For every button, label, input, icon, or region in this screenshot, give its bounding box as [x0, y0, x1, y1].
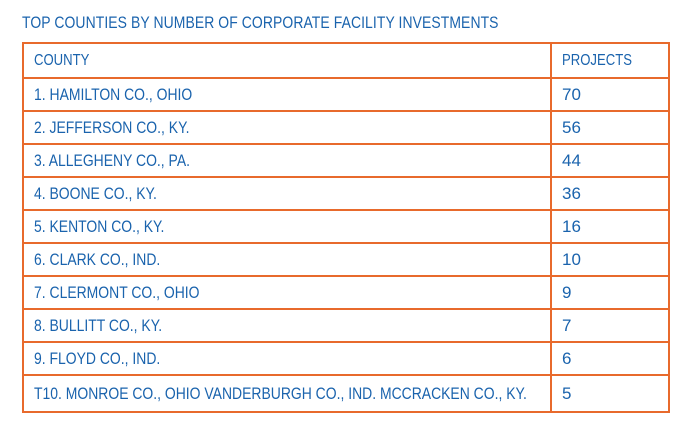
table-row: 1. HAMILTON CO., OHIO 70	[22, 77, 670, 112]
table-row: 6. CLARK CO., IND. 10	[22, 242, 670, 277]
table-row: 4. BOONE CO., KY. 36	[22, 176, 670, 211]
table-row: 5. KENTON CO., KY. 16	[22, 209, 670, 244]
projects-cell: 6	[550, 341, 670, 376]
county-cell: 9. FLOYD CO., IND.	[22, 341, 552, 376]
table-row: 8. BULLITT CO., KY. 7	[22, 308, 670, 343]
table-title: TOP COUNTIES BY NUMBER OF CORPORATE FACI…	[22, 13, 499, 32]
projects-cell: 7	[550, 308, 670, 343]
county-cell: 3. ALLEGHENY CO., PA.	[22, 143, 552, 178]
county-cell: 6. CLARK CO., IND.	[22, 242, 552, 277]
projects-cell: 10	[550, 242, 670, 277]
projects-cell: 36	[550, 176, 670, 211]
table-row: 2. JEFFERSON CO., KY. 56	[22, 110, 670, 145]
county-cell: 2. JEFFERSON CO., KY.	[22, 110, 552, 145]
table-header-row: COUNTY PROJECTS	[22, 42, 670, 79]
column-header-county: COUNTY	[22, 42, 552, 79]
column-header-projects: PROJECTS	[550, 42, 670, 79]
table-row: T10. MONROE CO., OHIO VANDERBURGH CO., I…	[22, 374, 670, 413]
projects-cell: 44	[550, 143, 670, 178]
county-cell: 5. KENTON CO., KY.	[22, 209, 552, 244]
projects-cell: 9	[550, 275, 670, 310]
table-row: 9. FLOYD CO., IND. 6	[22, 341, 670, 376]
projects-cell: 16	[550, 209, 670, 244]
table-row: 3. ALLEGHENY CO., PA. 44	[22, 143, 670, 178]
county-cell: 1. HAMILTON CO., OHIO	[22, 77, 552, 112]
counties-table: COUNTY PROJECTS 1. HAMILTON CO., OHIO 70…	[22, 42, 670, 413]
county-cell: T10. MONROE CO., OHIO VANDERBURGH CO., I…	[22, 374, 552, 413]
projects-cell: 70	[550, 77, 670, 112]
projects-cell: 5	[550, 374, 670, 413]
county-cell: 8. BULLITT CO., KY.	[22, 308, 552, 343]
county-cell: 7. CLERMONT CO., OHIO	[22, 275, 552, 310]
projects-cell: 56	[550, 110, 670, 145]
county-cell: 4. BOONE CO., KY.	[22, 176, 552, 211]
table-row: 7. CLERMONT CO., OHIO 9	[22, 275, 670, 310]
